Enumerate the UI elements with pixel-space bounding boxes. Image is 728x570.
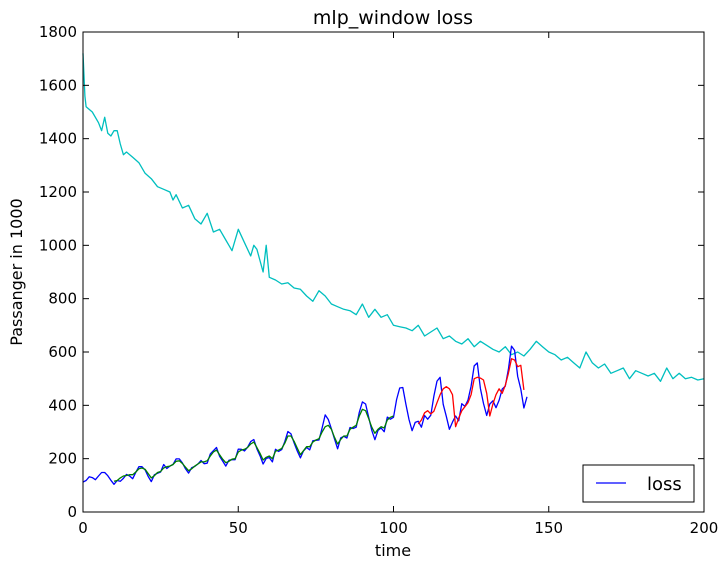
chart-title: mlp_window loss — [313, 7, 473, 29]
series-line-4 — [417, 358, 525, 428]
y-tick-label: 200 — [48, 450, 77, 468]
y-tick-label: 1600 — [39, 76, 77, 94]
x-tick-label: 0 — [78, 519, 88, 537]
y-tick-label: 1200 — [39, 183, 77, 201]
y-tick-label: 400 — [48, 396, 77, 414]
y-tick-label: 1800 — [39, 23, 77, 41]
y-tick-label: 600 — [48, 343, 77, 361]
x-axis-label: time — [375, 541, 411, 560]
x-tick-label: 100 — [379, 519, 408, 537]
legend-label-loss: loss — [647, 474, 682, 495]
y-tick-label: 1000 — [39, 236, 77, 254]
y-tick-label: 800 — [48, 290, 77, 308]
y-tick-label: 0 — [67, 503, 77, 521]
legend: loss — [582, 464, 695, 503]
y-tick-label: 1400 — [39, 130, 77, 148]
y-axis-label: Passanger in 1000 — [7, 198, 26, 345]
series-line-1 — [82, 53, 705, 382]
tick-layer: 0 50 100 150 200 0 200 400 600 800 1000 1200 1400 160… — [39, 23, 719, 537]
series-layer — [82, 53, 705, 485]
series-line-3 — [113, 408, 394, 482]
x-tick-label: 50 — [229, 519, 248, 537]
x-tick-label: 200 — [690, 519, 719, 537]
x-tick-label: 150 — [534, 519, 563, 537]
plot-frame — [82, 31, 705, 513]
